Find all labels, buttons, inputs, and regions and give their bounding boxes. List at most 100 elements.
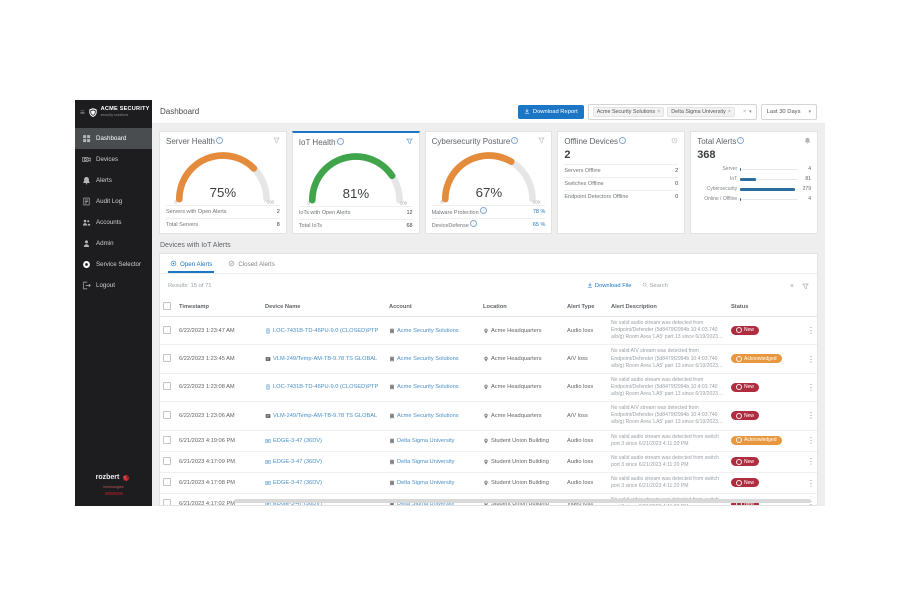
filter-icon[interactable]	[273, 137, 280, 144]
row-checkbox[interactable]	[163, 499, 171, 505]
table-row[interactable]: 6/22/2023 1:23:47 AM LOC-7431B-TD-46PU-9…	[160, 316, 817, 346]
row-menu-icon[interactable]: ⋮	[802, 472, 817, 495]
clear-filters-icon[interactable]: ×	[789, 282, 794, 290]
device-link[interactable]: VLM-249/Temp-AM-TB-9.78 TS GLOBAL	[265, 356, 383, 362]
row-checkbox[interactable]	[163, 410, 171, 419]
sidebar-item-service-selector[interactable]: Service Selector	[75, 254, 152, 275]
status-badge[interactable]: New	[731, 457, 760, 467]
bell-icon[interactable]	[804, 137, 811, 144]
bar-track	[740, 167, 798, 171]
stat-value[interactable]: 78 %	[532, 208, 546, 215]
sidebar-item-logout[interactable]: Logout	[75, 275, 152, 296]
info-icon[interactable]: i	[215, 137, 223, 144]
row-menu-icon[interactable]: ⋮	[802, 344, 817, 374]
status-badge[interactable]: Acknowledged	[731, 354, 782, 364]
info-icon[interactable]: i	[469, 220, 477, 228]
account-link[interactable]: Delta Sigma University	[389, 480, 477, 486]
row-menu-icon[interactable]: ⋮	[802, 451, 817, 474]
chip-remove-icon[interactable]: ×	[657, 108, 661, 115]
chip-remove-icon[interactable]: ×	[727, 108, 731, 115]
row-menu-icon[interactable]: ⋮	[802, 373, 817, 403]
info-icon[interactable]: i	[336, 138, 344, 145]
row-checkbox[interactable]	[163, 325, 171, 334]
info-icon[interactable]: i	[511, 137, 519, 144]
account-link[interactable]: Acme Security Solutions	[389, 356, 477, 362]
account-link[interactable]: Acme Security Solutions	[389, 384, 477, 390]
device-link[interactable]: LOC-7431B-TD-46PU-9.0 (CLOSED)PTP	[265, 384, 383, 390]
row-menu-icon[interactable]: ⋮	[802, 316, 817, 346]
hamburger-menu-icon[interactable]: ≡	[80, 107, 85, 117]
column-header-alert-description[interactable]: Alert Description	[608, 298, 728, 317]
card-title: IoT Health	[298, 138, 336, 147]
sidebar-item-alerts[interactable]: Alerts	[75, 170, 152, 191]
row-checkbox[interactable]	[163, 456, 171, 465]
acme-shield-logo-icon	[88, 107, 98, 118]
chevron-down-icon[interactable]: ▾	[749, 108, 752, 115]
filter-funnel-icon[interactable]	[802, 277, 809, 295]
tab-closed-alerts[interactable]: Closed Alerts	[226, 258, 276, 273]
account-filter-select[interactable]: Acme Security Solutions × Delta Sigma Univ…	[587, 103, 757, 120]
sidebar-item-dashboard[interactable]: Dashboard	[75, 128, 152, 149]
status-badge[interactable]: New	[731, 382, 760, 392]
device-link[interactable]: LOC-7431B-TD-46PU-9.0 (CLOSED)PTP	[265, 328, 383, 334]
stat-value[interactable]: 65 %	[532, 221, 546, 228]
download-file-button[interactable]: Download File	[587, 282, 632, 290]
table-row[interactable]: 6/22/2023 1:23:08 AM LOC-7431B-TD-46PU-9…	[160, 373, 817, 403]
select-all-checkbox[interactable]	[163, 302, 171, 310]
search-button[interactable]: Search	[642, 282, 668, 290]
device-link[interactable]: EDGE-3-47 (36DV)	[265, 459, 383, 465]
table-row[interactable]: 6/22/2023 1:23:45 AM VLM-249/Temp-AM-TB-…	[160, 344, 817, 374]
column-header-alert-type[interactable]: Alert Type	[564, 298, 608, 317]
sidebar-item-accounts[interactable]: Accounts	[75, 212, 152, 233]
info-icon[interactable]: i	[479, 207, 487, 215]
section-title: Devices with IoT Alerts	[160, 242, 231, 249]
account-link[interactable]: Delta Sigma University	[389, 459, 477, 465]
stat-label: IoTs with Open Alerts	[298, 209, 351, 216]
status-badge[interactable]: New	[731, 478, 760, 488]
bar-fill	[740, 177, 757, 181]
horizontal-scrollbar[interactable]	[234, 499, 811, 503]
column-header-device-name[interactable]: Device Name	[262, 298, 386, 317]
row-menu-icon[interactable]: ⋮	[802, 401, 817, 431]
clock-icon[interactable]	[671, 137, 678, 144]
table-row[interactable]: 6/21/2023 4:17:08 PM EDGE-3-47 (36DV) De…	[160, 472, 817, 495]
row-checkbox[interactable]	[163, 354, 171, 363]
filter-icon[interactable]	[405, 138, 413, 145]
cell-location: Acme Headquarters	[483, 413, 561, 419]
info-icon[interactable]: i	[619, 137, 627, 144]
device-link[interactable]: EDGE-3-47 (36DV)	[265, 438, 383, 444]
sidebar-item-audit-log[interactable]: Audit Log	[75, 191, 152, 212]
tab-open-alerts[interactable]: Open Alerts	[168, 258, 215, 273]
row-checkbox[interactable]	[163, 435, 171, 444]
filter-icon[interactable]	[538, 137, 546, 144]
info-icon[interactable]: i	[737, 137, 745, 144]
status-badge[interactable]: New	[731, 325, 760, 335]
sidebar-item-admin[interactable]: Admin	[75, 233, 152, 254]
date-range-select[interactable]: Last 30 Days ▾	[760, 103, 817, 120]
device-link[interactable]: VLM-249/Temp-AM-TB-9.78 TS GLOBAL	[265, 413, 383, 419]
row-menu-icon[interactable]: ⋮	[802, 430, 817, 452]
column-header-status[interactable]: Status	[728, 298, 802, 317]
download-report-button[interactable]: Download Report	[517, 104, 584, 119]
row-checkbox[interactable]	[163, 382, 171, 391]
bar-label: Online / Offline	[704, 196, 738, 202]
account-filter-chip[interactable]: Delta Sigma University ×	[667, 106, 735, 117]
stat-label: Total IoTs	[298, 222, 323, 229]
filter-clear-icon[interactable]: ×	[742, 108, 747, 115]
sidebar-item-devices[interactable]: Devices	[75, 149, 152, 170]
account-link[interactable]: Acme Security Solutions	[389, 413, 477, 419]
table-row[interactable]: 6/22/2023 1:23:06 AM VLM-249/Temp-AM-TB-…	[160, 401, 817, 431]
account-filter-chip[interactable]: Acme Security Solutions ×	[592, 106, 665, 117]
table-row[interactable]: 6/21/2023 4:17:09 PM EDGE-3-47 (36DV) De…	[160, 451, 817, 474]
device-link[interactable]: EDGE-3-47 (36DV)	[265, 480, 383, 486]
status-badge[interactable]: New	[731, 411, 760, 421]
row-checkbox[interactable]	[163, 478, 171, 487]
column-header-timestamp[interactable]: Timestamp	[176, 298, 262, 317]
account-link[interactable]: Acme Security Solutions	[389, 328, 477, 334]
column-header-location[interactable]: Location	[480, 298, 564, 317]
stat-value: 2	[675, 168, 679, 174]
status-badge[interactable]: Acknowledged	[731, 435, 782, 445]
account-link[interactable]: Delta Sigma University	[389, 438, 477, 444]
table-row[interactable]: 6/21/2023 4:19:06 PM EDGE-3-47 (36DV) De…	[160, 430, 817, 452]
column-header-account[interactable]: Account	[386, 298, 480, 317]
